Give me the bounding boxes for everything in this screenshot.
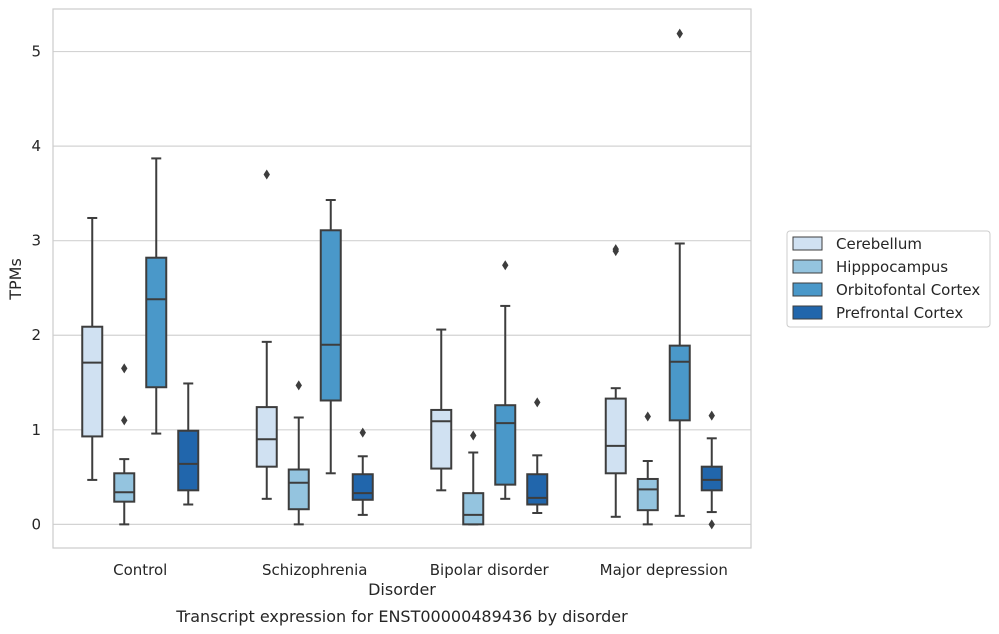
box-iqr xyxy=(668,344,691,422)
box-3-0 xyxy=(177,382,200,506)
box-iqr xyxy=(636,477,659,512)
box-iqr xyxy=(113,472,136,503)
gridlines xyxy=(53,50,751,525)
outlier-point xyxy=(534,397,541,408)
outlier-point xyxy=(121,363,128,374)
box-iqr xyxy=(604,397,627,475)
y-tick-label: 4 xyxy=(31,137,41,155)
outlier-point xyxy=(359,427,366,438)
x-axis-label: Disorder xyxy=(368,580,436,599)
box-2-2 xyxy=(494,260,517,500)
box-iqr xyxy=(351,473,374,501)
box-3-3 xyxy=(700,410,723,530)
outlier-point xyxy=(612,244,619,255)
legend-swatch xyxy=(792,236,823,251)
box-iqr xyxy=(255,406,278,468)
outlier-point xyxy=(295,380,302,391)
box-iqr xyxy=(494,404,517,486)
legend-label: Prefrontal Cortex xyxy=(836,304,963,322)
x-tick-label: Major depression xyxy=(600,561,728,579)
legend-label: Hipppocampus xyxy=(836,258,948,276)
outlier-point xyxy=(121,415,128,426)
legend: Cerebellum Hipppocampus Orbitofontal Corte… xyxy=(786,230,991,328)
y-tick-label: 3 xyxy=(31,232,41,250)
outlier-point xyxy=(502,260,509,271)
box-1-3 xyxy=(636,411,659,526)
box-2-0 xyxy=(145,157,168,435)
x-tick-label: Control xyxy=(113,561,167,579)
box-iqr xyxy=(81,325,104,438)
box-1-2 xyxy=(462,430,485,526)
box-iqr xyxy=(177,429,200,492)
outlier-point xyxy=(644,411,651,422)
box-1-1 xyxy=(287,380,310,526)
y-axis-label: TPMs xyxy=(6,258,25,301)
box-0-0 xyxy=(81,216,104,481)
box-iqr xyxy=(462,492,485,526)
x-tick-label: Schizophrenia xyxy=(262,561,367,579)
box-0-3 xyxy=(604,244,627,518)
legend-label: Cerebellum xyxy=(836,235,922,253)
plot-frame xyxy=(52,8,752,549)
box-2-3 xyxy=(668,28,691,517)
outlier-point xyxy=(263,169,270,180)
box-1-0 xyxy=(113,363,136,526)
box-iqr xyxy=(700,465,723,492)
legend-swatch xyxy=(792,282,823,297)
figure-caption: Transcript expression for ENST0000048943… xyxy=(175,607,628,626)
box-3-1 xyxy=(351,427,374,516)
y-tick-label: 0 xyxy=(31,515,41,533)
y-tick-label: 2 xyxy=(31,326,41,344)
x-tick-label: Bipolar disorder xyxy=(430,561,550,579)
box-iqr xyxy=(287,468,310,511)
outlier-point xyxy=(708,519,715,530)
y-tick-labels: 0 1 2 3 4 5 xyxy=(31,43,41,534)
legend-frame xyxy=(786,230,991,328)
box-iqr xyxy=(526,473,549,506)
box-3-2 xyxy=(526,397,549,515)
legend-label: Orbitofontal Cortex xyxy=(836,281,980,299)
box-iqr xyxy=(319,229,342,402)
box-0-1 xyxy=(255,169,278,500)
legend-swatch xyxy=(792,259,823,274)
outlier-point xyxy=(470,430,477,441)
box-iqr xyxy=(145,256,168,389)
x-tick-labels: Control Schizophrenia Bipolar disorder Majo… xyxy=(113,561,728,579)
y-tick-label: 1 xyxy=(31,421,41,439)
box-0-2 xyxy=(430,328,453,492)
box-iqr xyxy=(430,408,453,470)
outlier-point xyxy=(708,410,715,421)
y-tick-label: 5 xyxy=(31,43,41,61)
box-series xyxy=(81,28,723,530)
box-2-1 xyxy=(319,199,342,475)
outlier-point xyxy=(676,28,683,39)
legend-swatch xyxy=(792,305,823,320)
